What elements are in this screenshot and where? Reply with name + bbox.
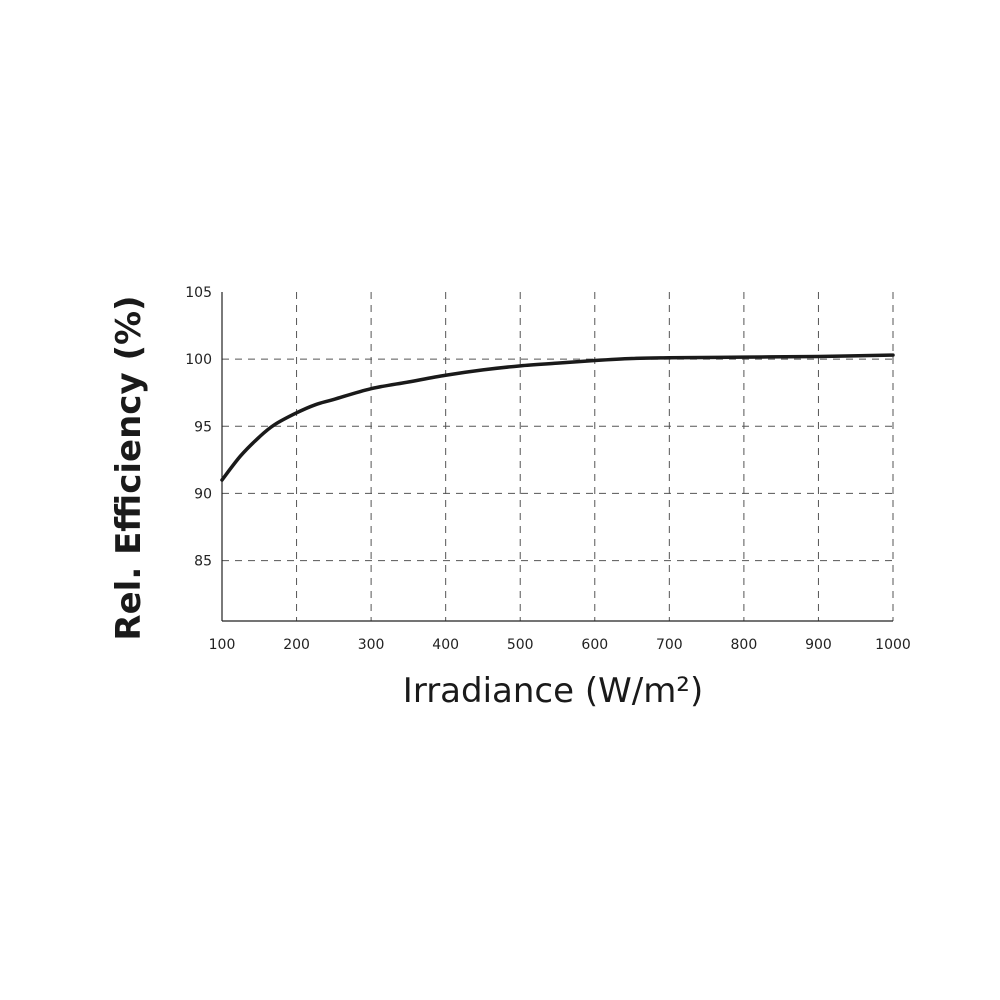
efficiency-curve <box>220 353 895 482</box>
grid-lines <box>222 292 894 621</box>
x-tick-label: 200 <box>283 637 310 653</box>
x-axis-title: Irradiance (W/m²) <box>403 671 703 711</box>
y-tick-labels: 85 90 95 100 105 <box>185 285 212 570</box>
y-tick-label: 95 <box>194 419 212 435</box>
x-tick-labels: 100 200 300 400 500 600 700 800 900 1000 <box>209 637 911 653</box>
y-tick-label: 100 <box>185 352 212 368</box>
x-tick-label: 600 <box>581 637 608 653</box>
y-tick-label: 90 <box>194 486 212 502</box>
axes <box>221 292 893 622</box>
x-tick-label: 300 <box>358 637 385 653</box>
x-tick-label: 1000 <box>875 637 911 653</box>
x-tick-label: 800 <box>731 637 758 653</box>
x-tick-label: 700 <box>656 637 683 653</box>
x-tick-label: 400 <box>432 637 459 653</box>
x-tick-label: 500 <box>507 637 534 653</box>
x-tick-label: 100 <box>209 637 236 653</box>
y-tick-label: 85 <box>194 554 212 570</box>
y-tick-label: 105 <box>185 285 212 301</box>
x-tick-label: 900 <box>805 637 832 653</box>
y-axis-title: Rel. Efficiency (%) <box>109 295 149 640</box>
